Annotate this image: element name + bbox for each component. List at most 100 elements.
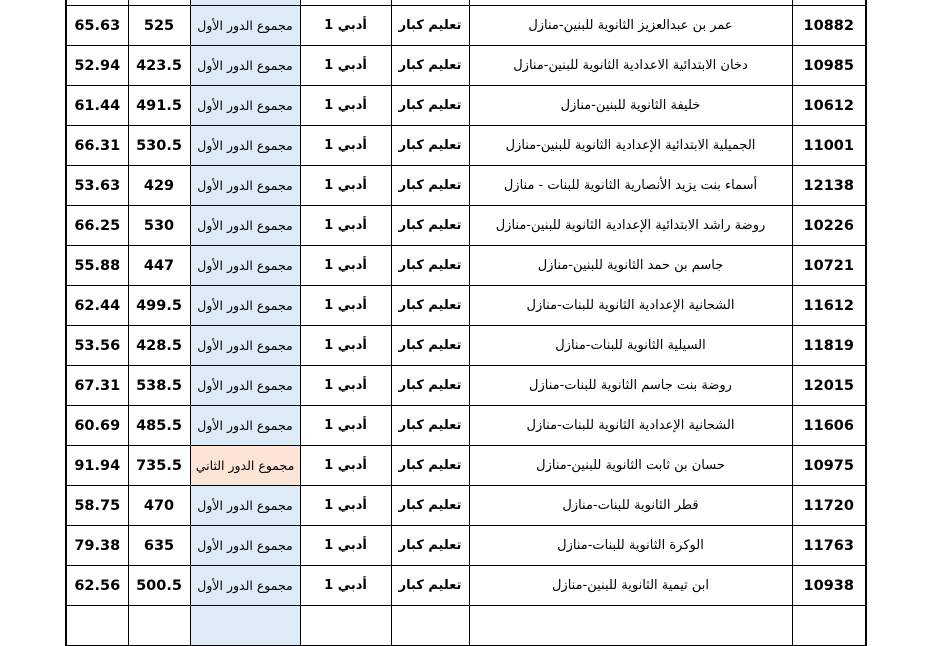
- percent-cell: 55.88: [65, 245, 129, 286]
- school-name-cell: [468, 605, 793, 646]
- table-row: 79.38 635 مجموع الدور الأول أدبي 1 تعليم كبا…: [65, 525, 867, 566]
- total-cell: [127, 605, 191, 646]
- table-row: 52.94 423.5 مجموع الدور الأول أدبي 1 تعليم ك…: [65, 45, 867, 86]
- table-row-partial: [65, 605, 867, 646]
- total-cell: 525: [127, 5, 191, 46]
- total-cell: 470: [127, 485, 191, 526]
- school-name-cell: حسان بن ثابت الثانوية للبنين-منازل: [468, 445, 793, 486]
- table-row: 62.56 500.5 مجموع الدور الأول أدبي 1 تعليم ك…: [65, 565, 867, 606]
- round-cell: مجموع الدور الأول: [189, 525, 301, 566]
- school-name-cell: أسماء بنت يزيد الأنصارية الثانوية للبنات…: [468, 165, 793, 206]
- type-cell: تعليم كبار: [390, 405, 470, 446]
- school-id-cell: 10985: [791, 45, 867, 86]
- track-cell: [299, 605, 392, 646]
- table-row: 55.88 447 مجموع الدور الأول أدبي 1 تعليم كبا…: [65, 245, 867, 286]
- type-cell: [390, 605, 470, 646]
- track-cell: أدبي 1: [299, 485, 392, 526]
- table-row: 67.31 538.5 مجموع الدور الأول أدبي 1 تعليم ك…: [65, 365, 867, 406]
- school-name-cell: الجميلية الابتدائية الإعدادية الثانوية ل…: [468, 125, 793, 166]
- school-id-cell: 12015: [791, 365, 867, 406]
- school-name-cell: الوكرة الثانوية للبنات-منازل: [468, 525, 793, 566]
- round-cell: مجموع الدور الأول: [189, 485, 301, 526]
- round-cell: مجموع الدور الأول: [189, 245, 301, 286]
- track-cell: أدبي 1: [299, 125, 392, 166]
- round-cell: مجموع الدور الأول: [189, 5, 301, 46]
- percent-cell: 91.94: [65, 445, 129, 486]
- school-name-cell: الشحانية الإعدادية الثانوية للبنات-منازل: [468, 285, 793, 326]
- table-row: 66.31 530.5 مجموع الدور الأول أدبي 1 تعليم ك…: [65, 125, 867, 166]
- percent-cell: 66.25: [65, 205, 129, 246]
- school-id-cell: 11819: [791, 325, 867, 366]
- percent-cell: 67.31: [65, 365, 129, 406]
- percent-cell: 53.56: [65, 325, 129, 366]
- round-cell: مجموع الدور الأول: [189, 45, 301, 86]
- school-name-cell: السيلية الثانوية للبنات-منازل: [468, 325, 793, 366]
- total-cell: 635: [127, 525, 191, 566]
- table-row: 53.56 428.5 مجموع الدور الأول أدبي 1 تعليم ك…: [65, 325, 867, 366]
- round-cell: مجموع الدور الأول: [189, 85, 301, 126]
- table-row: 65.63 525 مجموع الدور الأول أدبي 1 تعليم كبا…: [65, 5, 867, 46]
- results-table-body: 65.63 525 مجموع الدور الأول أدبي 1 تعليم كبا…: [65, 0, 867, 646]
- school-id-cell: 10882: [791, 5, 867, 46]
- type-cell: تعليم كبار: [390, 485, 470, 526]
- percent-cell: 65.63: [65, 5, 129, 46]
- total-cell: 530.5: [127, 125, 191, 166]
- total-cell: 499.5: [127, 285, 191, 326]
- total-cell: 538.5: [127, 365, 191, 406]
- total-cell: 491.5: [127, 85, 191, 126]
- percent-cell: 66.31: [65, 125, 129, 166]
- school-name-cell: روضة راشد الابتدائية الإعدادية الثانوية …: [468, 205, 793, 246]
- school-id-cell: 10721: [791, 245, 867, 286]
- percent-cell: 60.69: [65, 405, 129, 446]
- track-cell: أدبي 1: [299, 525, 392, 566]
- percent-cell: 62.44: [65, 285, 129, 326]
- table-row: 60.69 485.5 مجموع الدور الأول أدبي 1 تعليم ك…: [65, 405, 867, 446]
- school-id-cell: 10612: [791, 85, 867, 126]
- school-name-cell: ابن تيمية الثانوية للبنين-منازل: [468, 565, 793, 606]
- type-cell: تعليم كبار: [390, 5, 470, 46]
- type-cell: تعليم كبار: [390, 45, 470, 86]
- track-cell: أدبي 1: [299, 245, 392, 286]
- track-cell: أدبي 1: [299, 45, 392, 86]
- table-row: 61.44 491.5 مجموع الدور الأول أدبي 1 تعليم ك…: [65, 85, 867, 126]
- track-cell: أدبي 1: [299, 285, 392, 326]
- school-name-cell: روضة بنت جاسم الثانوية للبنات-منازل: [468, 365, 793, 406]
- type-cell: تعليم كبار: [390, 205, 470, 246]
- total-cell: 485.5: [127, 405, 191, 446]
- track-cell: أدبي 1: [299, 205, 392, 246]
- type-cell: تعليم كبار: [390, 165, 470, 206]
- type-cell: تعليم كبار: [390, 365, 470, 406]
- percent-cell: 62.56: [65, 565, 129, 606]
- type-cell: تعليم كبار: [390, 525, 470, 566]
- track-cell: أدبي 1: [299, 405, 392, 446]
- round-cell: مجموع الدور الأول: [189, 125, 301, 166]
- track-cell: أدبي 1: [299, 85, 392, 126]
- round-cell: مجموع الدور الأول: [189, 205, 301, 246]
- school-id-cell: 11612: [791, 285, 867, 326]
- type-cell: تعليم كبار: [390, 565, 470, 606]
- round-cell: مجموع الدور الأول: [189, 325, 301, 366]
- track-cell: أدبي 1: [299, 445, 392, 486]
- school-name-cell: جاسم بن حمد الثانوية للبنين-منازل: [468, 245, 793, 286]
- table-row: 66.25 530 مجموع الدور الأول أدبي 1 تعليم كبا…: [65, 205, 867, 246]
- percent-cell: 58.75: [65, 485, 129, 526]
- school-id-cell: 10938: [791, 565, 867, 606]
- track-cell: أدبي 1: [299, 165, 392, 206]
- round-cell: مجموع الدور الأول: [189, 565, 301, 606]
- table-row: 53.63 429 مجموع الدور الأول أدبي 1 تعليم كبا…: [65, 165, 867, 206]
- total-cell: 735.5: [127, 445, 191, 486]
- type-cell: تعليم كبار: [390, 325, 470, 366]
- type-cell: تعليم كبار: [390, 285, 470, 326]
- school-name-cell: عمر بن عبدالعزيز الثانوية للبنين-منازل: [468, 5, 793, 46]
- school-id-cell: 11001: [791, 125, 867, 166]
- type-cell: تعليم كبار: [390, 445, 470, 486]
- results-table: 65.63 525 مجموع الدور الأول أدبي 1 تعليم كبا…: [65, 0, 867, 646]
- round-cell: مجموع الدور الأول: [189, 405, 301, 446]
- track-cell: أدبي 1: [299, 5, 392, 46]
- school-id-cell: 12138: [791, 165, 867, 206]
- total-cell: 429: [127, 165, 191, 206]
- percent-cell: [65, 605, 129, 646]
- round-cell: مجموع الدور الأول: [189, 165, 301, 206]
- round-cell: مجموع الدور الأول: [189, 365, 301, 406]
- percent-cell: 61.44: [65, 85, 129, 126]
